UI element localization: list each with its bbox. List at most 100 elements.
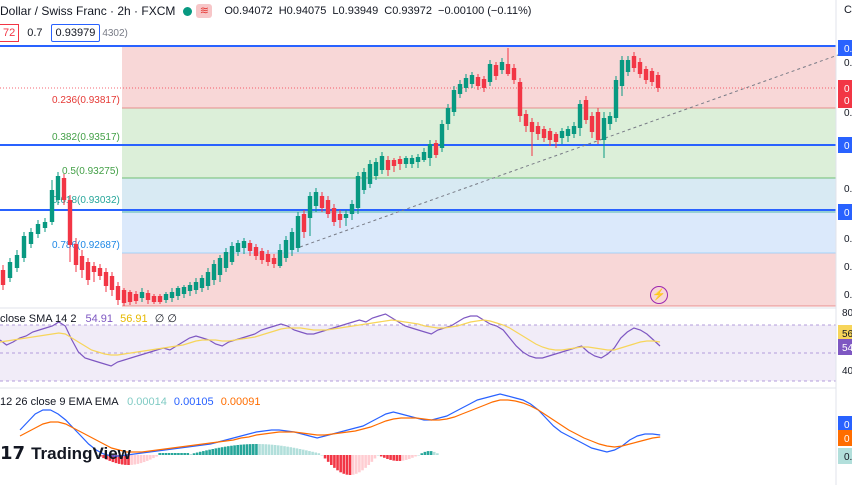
candle (91, 266, 97, 272)
macd-histogram (96, 444, 439, 475)
candle (35, 224, 41, 234)
candle (151, 296, 157, 302)
macd-bar (373, 455, 377, 459)
candle (217, 258, 223, 275)
symbol-title[interactable]: Dollar / Swiss Franc · 2h · FXCM (0, 4, 176, 18)
macd-bar (117, 455, 121, 464)
candle (103, 272, 109, 286)
candle (193, 282, 199, 290)
macd-bar (149, 455, 152, 460)
candle (241, 241, 247, 248)
candle (607, 116, 613, 124)
macd-bar (239, 444, 243, 455)
macd-bar (276, 445, 280, 455)
macd-bar (426, 451, 430, 455)
candle (487, 64, 493, 82)
candle (505, 64, 511, 74)
candle (571, 126, 577, 134)
macd-bar (155, 455, 158, 457)
fib-band (122, 178, 836, 212)
macd-bar (170, 453, 174, 455)
candle (313, 192, 319, 206)
macd-bar (408, 455, 411, 459)
macd-bar (417, 455, 420, 456)
axis-tick: 0 (844, 84, 850, 95)
candle (463, 78, 469, 88)
candle (391, 160, 397, 166)
candle (469, 75, 475, 84)
macd-bar (295, 448, 299, 455)
candle (577, 104, 583, 128)
trend-line[interactable] (299, 49, 852, 248)
ohlc-change: −0.00100 (−0.11%) (438, 5, 532, 17)
candle (595, 112, 601, 140)
candle (199, 278, 205, 288)
candle (121, 290, 127, 303)
rsi-legend[interactable]: close SMA 14 2 54.91 56.91 ∅ ∅ (0, 312, 177, 325)
candle (619, 60, 625, 86)
fib-label: 0.5(0.93275) (62, 166, 119, 177)
macd-bar (370, 455, 374, 462)
macd-bar (142, 455, 146, 463)
buy-button[interactable]: 0.93979 (50, 24, 101, 42)
tradingview-name: TradingView (31, 443, 131, 463)
fib-label: 0.236(0.93817) (52, 95, 120, 106)
fibonacci-bands (122, 46, 836, 307)
macd-bar (124, 455, 127, 465)
candle (433, 143, 439, 155)
candle (409, 158, 415, 164)
macd-bar (99, 455, 102, 457)
macd-bar (354, 455, 358, 474)
macd-legend[interactable]: 12 26 close 9 EMA EMA 0.00014 0.00105 0.… (0, 396, 261, 408)
candle (139, 292, 145, 298)
candle (637, 62, 643, 74)
axis-tick: 0. (844, 184, 852, 195)
macd-bar (432, 451, 436, 455)
macd-bar (211, 449, 215, 455)
candle (403, 158, 409, 164)
macd-bar (395, 455, 399, 461)
macd-bar (379, 455, 383, 457)
macd-bar (152, 455, 155, 459)
macd-bar (392, 455, 395, 461)
macd-bar (333, 455, 336, 468)
axis-tick: 0. (844, 262, 852, 273)
axis-tick: 0. (844, 44, 852, 55)
candle (613, 80, 619, 118)
macd-bar (96, 455, 99, 456)
sell-button[interactable]: 72 (0, 24, 20, 42)
candle (439, 124, 445, 148)
candle (529, 122, 535, 132)
macd-bar (314, 452, 317, 455)
candle (67, 200, 73, 245)
wave-icon[interactable]: ≋ (196, 4, 213, 18)
axis-tick: 40 (842, 366, 852, 377)
candle (337, 214, 343, 220)
ohlc-close: C0.93972 (384, 5, 433, 17)
candle (0, 270, 6, 285)
candle (253, 247, 259, 256)
candle (649, 71, 655, 82)
macd-bar (351, 455, 355, 475)
candle (397, 159, 403, 164)
candle (655, 75, 661, 88)
macd-bar (386, 455, 389, 459)
candle (223, 252, 229, 268)
macd-bar (289, 447, 293, 455)
macd-bar (261, 444, 264, 455)
macd-bar (411, 455, 414, 458)
candle (211, 264, 217, 280)
horizontal-lines[interactable] (0, 45, 836, 211)
macd-bar (311, 451, 314, 455)
macd-bar (158, 453, 161, 455)
macd-bar (320, 455, 324, 456)
rsi-value: 54.91 (85, 313, 114, 325)
tradingview-logo[interactable]: 17 TradingView (0, 443, 131, 464)
candle (295, 216, 301, 248)
lightning-icon[interactable]: ⚡ (650, 286, 668, 304)
macd-bar (195, 452, 199, 455)
candle (373, 162, 379, 176)
candle (643, 69, 649, 80)
